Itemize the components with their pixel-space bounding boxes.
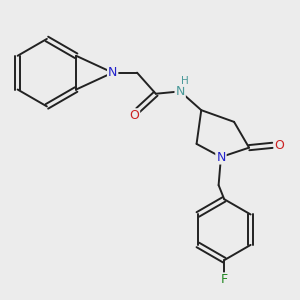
- Text: F: F: [221, 273, 228, 286]
- Text: N: N: [216, 151, 226, 164]
- Text: H: H: [182, 76, 189, 86]
- Text: O: O: [274, 139, 284, 152]
- Text: N: N: [108, 66, 117, 79]
- Text: O: O: [129, 109, 139, 122]
- Text: N: N: [176, 85, 185, 98]
